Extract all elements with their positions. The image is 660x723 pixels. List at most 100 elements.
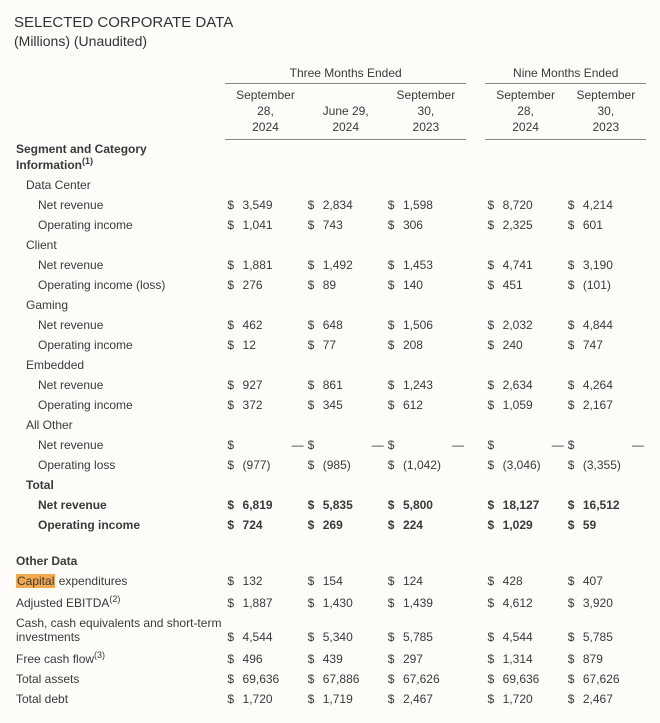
value-cell: 4,214 (581, 195, 646, 215)
value-cell: 1,314 (501, 647, 566, 669)
value-cell: 496 (241, 647, 306, 669)
value-cell: 5,800 (401, 495, 466, 515)
table-row: Net revenue$927$861$1,243$2,634$4,264 (14, 375, 646, 395)
currency-symbol: $ (566, 275, 581, 295)
table-row: Net revenue$1,881$1,492$1,453$4,741$3,19… (14, 255, 646, 275)
value-cell: 2,634 (501, 375, 566, 395)
currency-symbol: $ (485, 689, 500, 709)
currency-symbol: $ (225, 195, 240, 215)
row-label: Operating income (14, 395, 225, 415)
table-row: Gaming (14, 295, 646, 315)
value-cell: 67,886 (321, 669, 386, 689)
row-label: Other Data (14, 551, 225, 571)
page-subtitle: (Millions) (Unaudited) (14, 33, 646, 49)
value-cell: 724 (241, 515, 306, 535)
currency-symbol: $ (566, 495, 581, 515)
value-cell: 1,041 (241, 215, 306, 235)
value-cell: 1,430 (321, 591, 386, 613)
currency-symbol: $ (566, 455, 581, 475)
currency-symbol: $ (566, 591, 581, 613)
value-cell: (101) (581, 275, 646, 295)
row-label: Cash, cash equivalents and short-term in… (14, 613, 225, 647)
currency-symbol: $ (566, 689, 581, 709)
row-label: Embedded (14, 355, 225, 375)
value-cell: 1,453 (401, 255, 466, 275)
currency-symbol: $ (566, 571, 581, 591)
currency-symbol: $ (485, 335, 500, 355)
value-cell: 1,243 (401, 375, 466, 395)
row-label: Net revenue (14, 195, 225, 215)
row-label: Net revenue (14, 435, 225, 455)
currency-symbol: $ (306, 435, 321, 455)
value-cell: 12 (241, 335, 306, 355)
value-cell: 4,544 (241, 613, 306, 647)
row-label: Net revenue (14, 315, 225, 335)
value-cell: — (241, 435, 306, 455)
value-cell: 3,190 (581, 255, 646, 275)
currency-symbol: $ (485, 215, 500, 235)
currency-symbol: $ (225, 689, 240, 709)
currency-symbol: $ (485, 647, 500, 669)
value-cell: 612 (401, 395, 466, 415)
currency-symbol: $ (306, 571, 321, 591)
currency-symbol: $ (225, 571, 240, 591)
date-header-row: September28,2024 June 29,2024 September3… (14, 84, 646, 140)
currency-symbol: $ (225, 375, 240, 395)
row-label: Net revenue (14, 495, 225, 515)
row-label: Total assets (14, 669, 225, 689)
value-cell: 140 (401, 275, 466, 295)
currency-symbol: $ (485, 613, 500, 647)
currency-symbol: $ (306, 455, 321, 475)
period-header-3m: Three Months Ended (225, 63, 466, 84)
period-header-row: Three Months Ended Nine Months Ended (14, 63, 646, 84)
value-cell: (985) (321, 455, 386, 475)
table-row: Net revenue$3,549$2,834$1,598$8,720$4,21… (14, 195, 646, 215)
table-row: Cash, cash equivalents and short-term in… (14, 613, 646, 647)
currency-symbol: $ (485, 515, 500, 535)
value-cell: 297 (401, 647, 466, 669)
value-cell: 1,720 (241, 689, 306, 709)
value-cell: (1,042) (401, 455, 466, 475)
value-cell: 1,720 (501, 689, 566, 709)
value-cell: 4,741 (501, 255, 566, 275)
currency-symbol: $ (306, 689, 321, 709)
row-label: Operating income (loss) (14, 275, 225, 295)
value-cell: 2,467 (581, 689, 646, 709)
currency-symbol: $ (566, 613, 581, 647)
row-label: Client (14, 235, 225, 255)
table-row: Free cash flow(3)$496$439$297$1,314$879 (14, 647, 646, 669)
currency-symbol: $ (386, 515, 401, 535)
row-label: Segment and Category Information(1) (14, 139, 225, 175)
currency-symbol: $ (386, 689, 401, 709)
value-cell: 345 (321, 395, 386, 415)
table-row: Total (14, 475, 646, 495)
currency-symbol: $ (306, 275, 321, 295)
col-date-0: September28,2024 (225, 84, 305, 140)
currency-symbol: $ (386, 395, 401, 415)
table-row: Capital expenditures$132$154$124$428$407 (14, 571, 646, 591)
value-cell: 2,467 (401, 689, 466, 709)
table-row: Embedded (14, 355, 646, 375)
value-cell: 8,720 (501, 195, 566, 215)
currency-symbol: $ (225, 515, 240, 535)
value-cell: 4,544 (501, 613, 566, 647)
currency-symbol: $ (225, 669, 240, 689)
currency-symbol: $ (386, 435, 401, 455)
currency-symbol: $ (485, 435, 500, 455)
value-cell: 5,340 (321, 613, 386, 647)
value-cell: 67,626 (401, 669, 466, 689)
value-cell: 224 (401, 515, 466, 535)
currency-symbol: $ (386, 669, 401, 689)
value-cell: 5,785 (401, 613, 466, 647)
row-label: Adjusted EBITDA(2) (14, 591, 225, 613)
table-row: Other Data (14, 551, 646, 571)
currency-symbol: $ (306, 195, 321, 215)
value-cell: 2,167 (581, 395, 646, 415)
value-cell: 4,612 (501, 591, 566, 613)
currency-symbol: $ (485, 495, 500, 515)
value-cell: 59 (581, 515, 646, 535)
table-row: Operating income$372$345$612$1,059$2,167 (14, 395, 646, 415)
value-cell: (3,355) (581, 455, 646, 475)
currency-symbol: $ (306, 647, 321, 669)
value-cell: — (401, 435, 466, 455)
